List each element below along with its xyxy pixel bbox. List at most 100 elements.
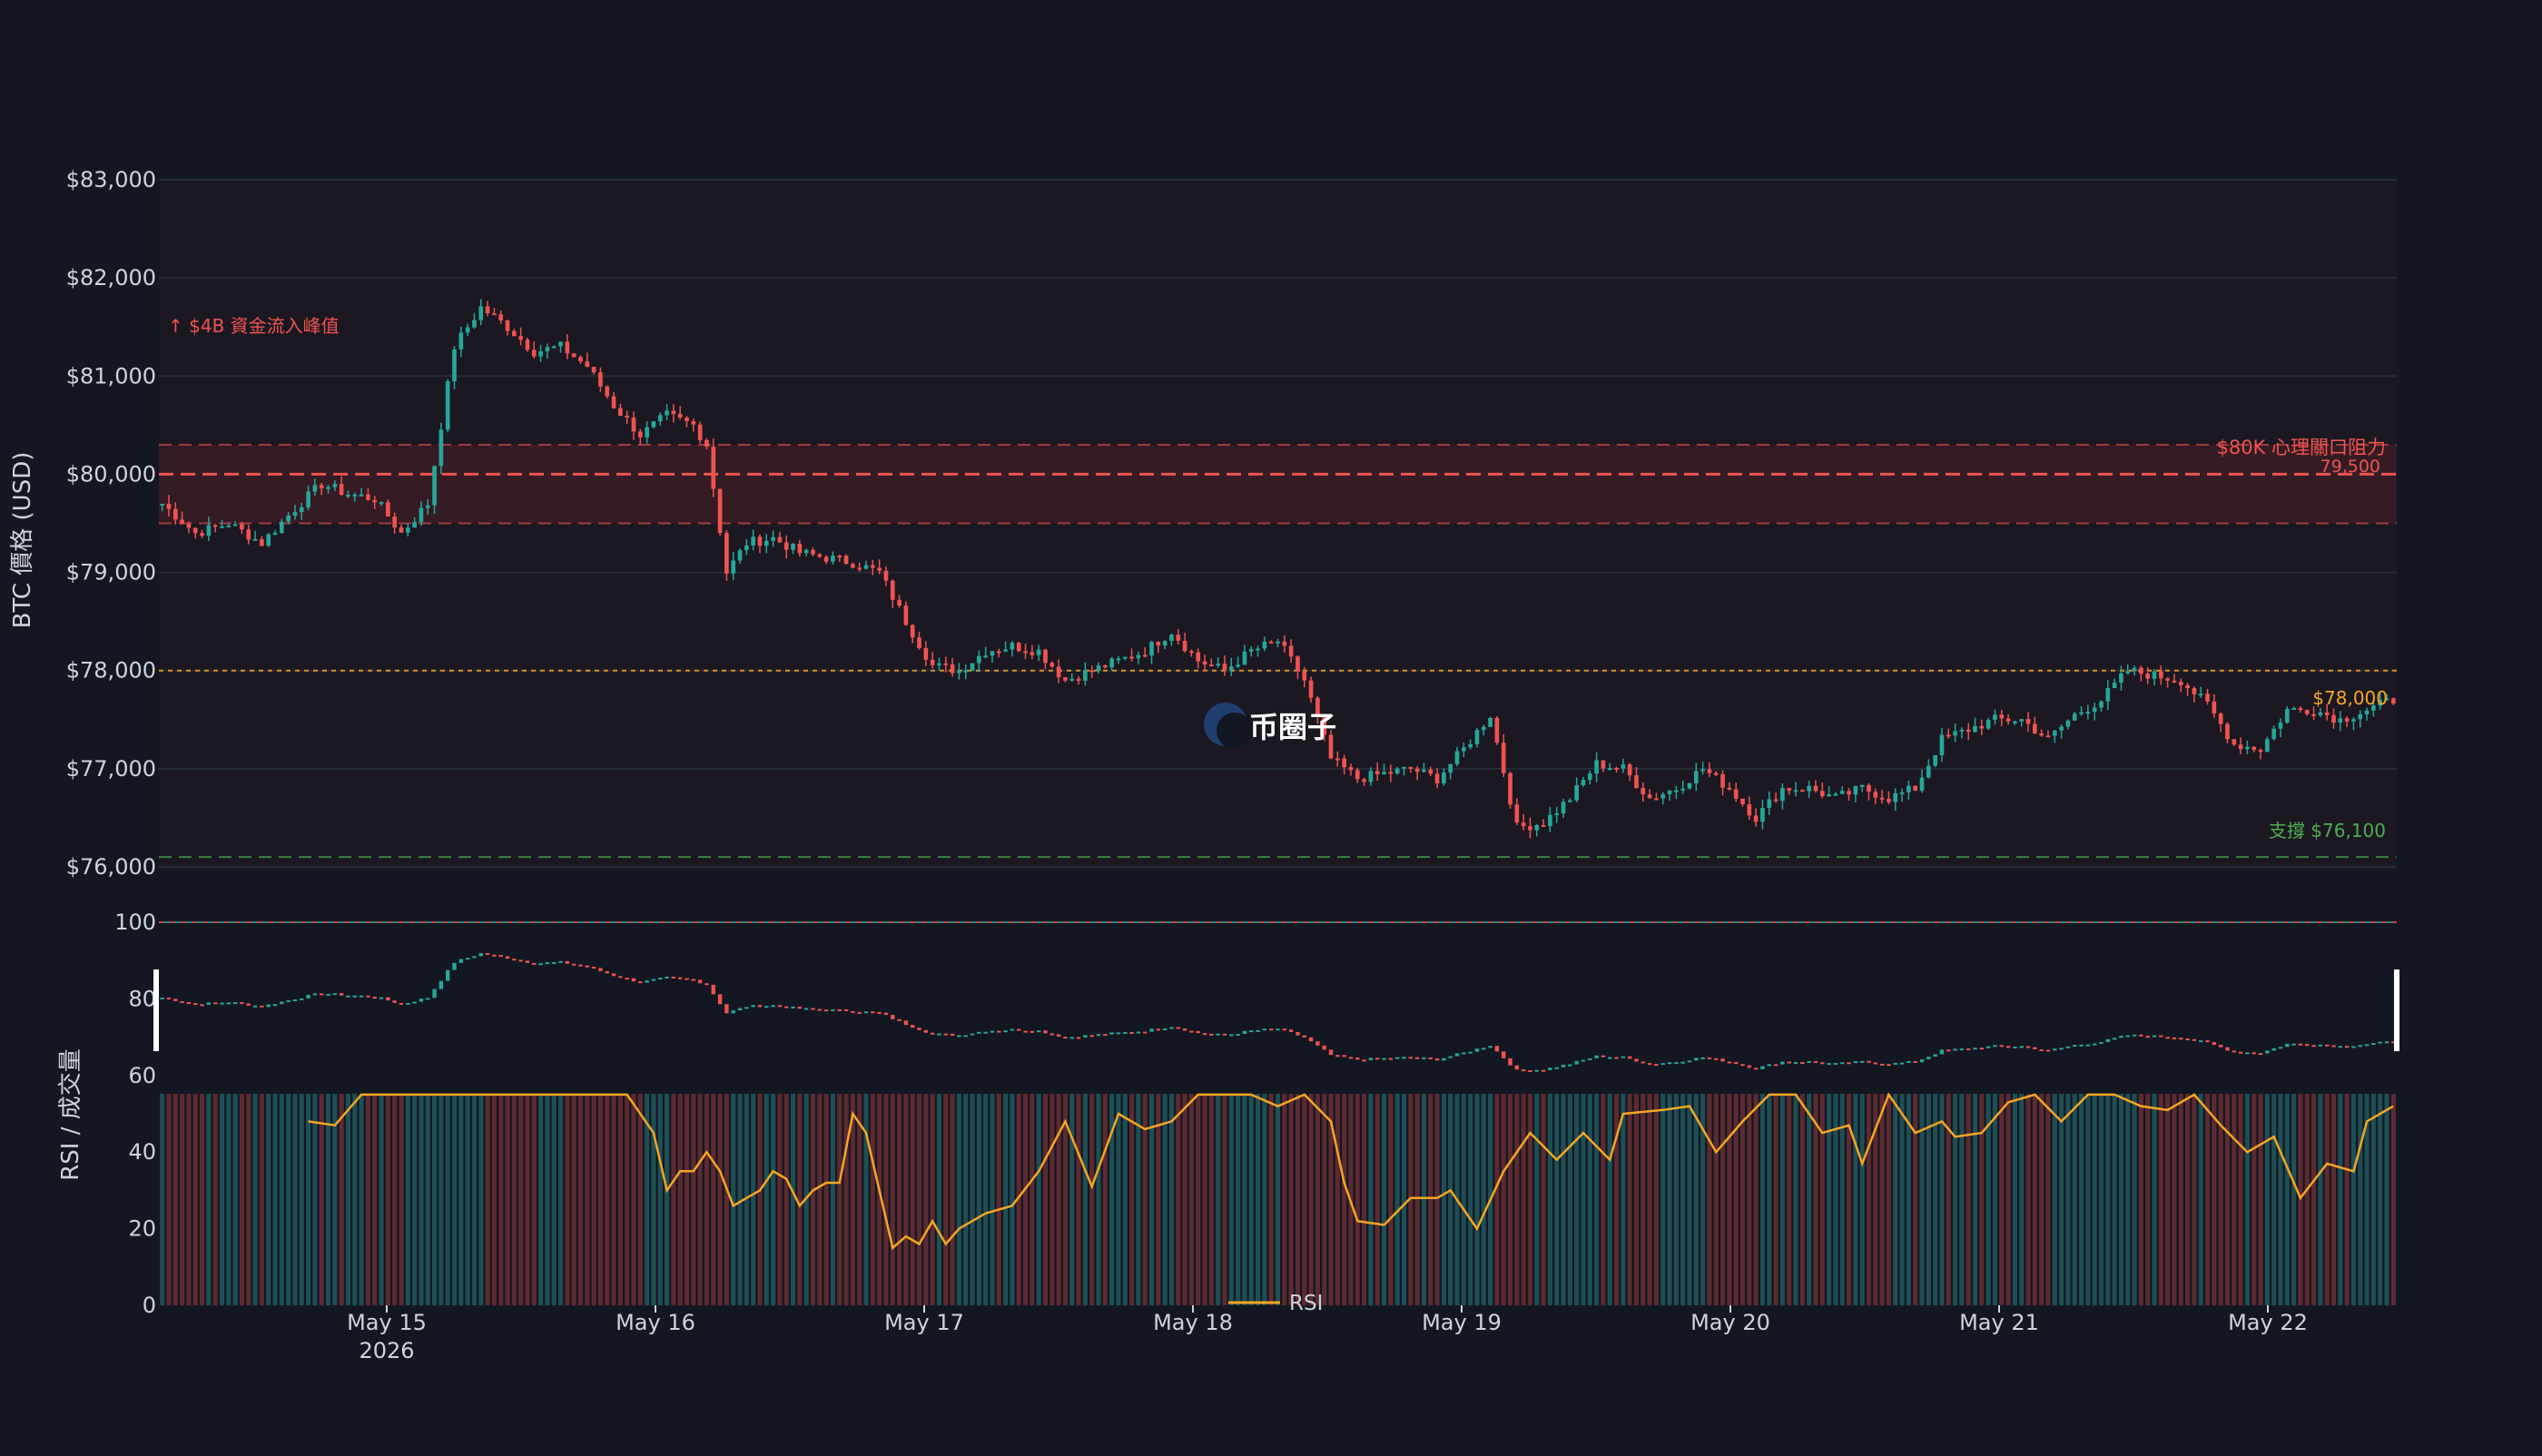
volume-bar <box>1136 1094 1141 1305</box>
candle-body <box>472 320 477 328</box>
mini-candle <box>957 1035 961 1038</box>
candle-body <box>2013 721 2017 723</box>
volume-bar <box>1434 1094 1440 1305</box>
candle-body <box>1434 773 1440 784</box>
candle-body <box>1727 787 1732 790</box>
mini-candle <box>399 1002 404 1005</box>
candle-body <box>306 491 310 507</box>
range-handle-left[interactable] <box>153 969 159 1051</box>
mini-candle <box>266 1004 271 1008</box>
volume-bar <box>1747 1094 1752 1305</box>
volume-bar <box>1501 1094 1506 1305</box>
mini-candle <box>1773 1064 1778 1067</box>
volume-bar <box>2059 1094 2064 1305</box>
candle-body <box>1282 641 1287 646</box>
candle-body <box>751 536 755 546</box>
volume-bar <box>1069 1094 1075 1305</box>
candle-body <box>571 353 576 358</box>
volume-bar <box>1129 1094 1135 1305</box>
candle-body <box>1362 779 1366 782</box>
candle-body <box>1182 640 1187 652</box>
mini-candle <box>558 960 563 963</box>
volume-bar <box>1089 1094 1095 1305</box>
range-handle-right[interactable] <box>2394 969 2399 1051</box>
mini-candle <box>419 999 424 1002</box>
volume-bar <box>1322 1094 1327 1305</box>
candle-body <box>950 664 955 674</box>
candle-body <box>1614 768 1619 771</box>
candle-body <box>445 381 450 430</box>
candle-body <box>226 526 232 528</box>
mini-candle <box>426 998 430 1000</box>
candle-body <box>1248 649 1254 652</box>
mini-candle <box>252 1005 258 1008</box>
candle-body <box>2278 723 2283 729</box>
volume-bar <box>1660 1094 1666 1305</box>
volume-bar <box>372 1094 378 1305</box>
volume-bar <box>2258 1094 2263 1305</box>
volume-bar <box>2192 1094 2197 1305</box>
volume-bar <box>1906 1094 1911 1305</box>
volume-bar <box>936 1094 942 1305</box>
price-y-tick-label: $78,000 <box>66 658 156 684</box>
mini-candle <box>1601 1055 1606 1058</box>
mini-candle <box>605 970 609 974</box>
mini-candle <box>2159 1035 2163 1038</box>
mini-candle <box>625 978 629 980</box>
volume-bar <box>1859 1094 1865 1305</box>
x-tick-label: May 22 <box>2228 1310 2308 1335</box>
mini-candle <box>2025 1046 2031 1048</box>
candle-body <box>711 447 716 489</box>
volume-bar <box>2370 1094 2376 1305</box>
candle-body <box>2059 726 2064 731</box>
mini-candle <box>1993 1045 1997 1048</box>
mini-candle <box>877 1011 882 1014</box>
mini-candle <box>2085 1044 2091 1047</box>
candle-body <box>478 306 484 320</box>
candle-body <box>903 605 909 625</box>
candle-body <box>1647 794 1652 799</box>
mini-candle <box>2192 1038 2197 1041</box>
mini-candle <box>2059 1048 2064 1050</box>
rsi-line <box>308 1092 2394 1251</box>
volume-bar <box>1428 1094 1434 1305</box>
volume-bar <box>1016 1094 1021 1305</box>
mini-candle <box>2105 1038 2111 1043</box>
volume-bar <box>551 1094 557 1305</box>
volume-bar <box>431 1094 438 1305</box>
volume-bar <box>1461 1094 1466 1305</box>
candle-body <box>990 651 995 656</box>
candle-body <box>1049 663 1055 667</box>
candle-body <box>1388 772 1394 774</box>
volume-bar <box>405 1094 410 1305</box>
volume-bar <box>897 1094 902 1305</box>
volume-bar <box>1262 1094 1267 1305</box>
mini-candle <box>2185 1038 2190 1041</box>
candle-body <box>897 599 902 606</box>
mini-candle <box>1528 1070 1532 1073</box>
mini-candle <box>704 983 709 986</box>
volume-bar <box>266 1094 271 1305</box>
mini-candle <box>1767 1064 1771 1067</box>
volume-bar <box>2132 1094 2137 1305</box>
candle-body <box>1276 641 1280 644</box>
candle-body <box>1296 656 1300 672</box>
candle-body <box>200 533 204 536</box>
mini-candle <box>638 981 643 984</box>
candle-body <box>1302 671 1307 681</box>
mini-candle <box>160 998 164 1000</box>
volume-bar <box>983 1094 989 1305</box>
mini-candle <box>1787 1061 1791 1064</box>
mini-candle <box>1581 1059 1586 1062</box>
volume-bar <box>2072 1094 2077 1305</box>
mini-candle <box>1355 1058 1360 1060</box>
mini-candle <box>565 960 570 964</box>
mini-candle <box>764 1006 769 1008</box>
rsi-y-tick-label: 0 <box>143 1293 156 1318</box>
mini-candle <box>1249 1030 1254 1033</box>
candle-body <box>1156 642 1161 646</box>
mini-candle <box>1859 1060 1865 1063</box>
candle-body <box>1043 649 1048 664</box>
volume-bar <box>379 1094 384 1305</box>
